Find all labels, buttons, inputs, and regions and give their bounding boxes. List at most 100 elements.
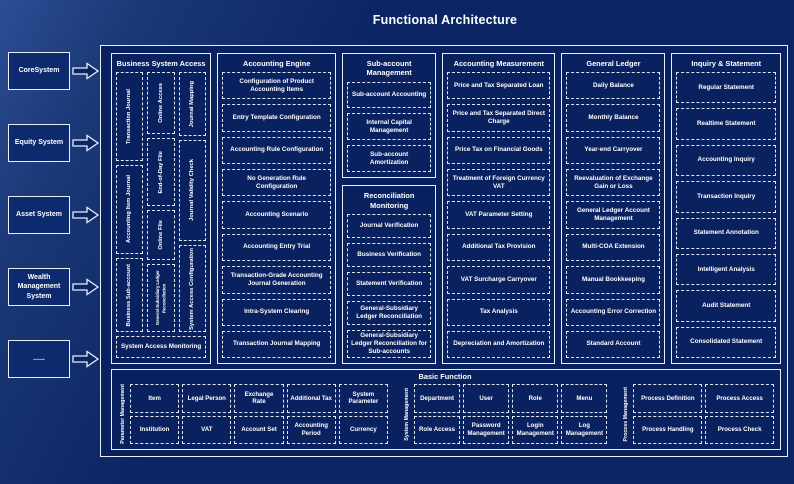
feature-box: Transaction Journal Mapping [222, 330, 332, 359]
feature-box: General-Subsidiary Ledger Reconciliation [147, 264, 175, 333]
feature-box: Tax Analysis [447, 298, 551, 326]
feature-box: Accounting Inquiry [676, 144, 777, 177]
source-system-row: CoreSystem [8, 52, 100, 90]
feature-box: Business Verification [347, 242, 432, 267]
feature-box: Password Management [463, 415, 510, 444]
source-system-wealth: Wealth Management System [8, 268, 70, 306]
feature-box: Regular Statement [676, 72, 777, 104]
feature-box: Standard Account [566, 330, 661, 359]
group-label: Process Management [622, 386, 629, 442]
feature-box: Department [414, 384, 461, 413]
bsa-grid: Transaction Journal Accounting Item Jour… [116, 72, 207, 333]
feature-box: Depreciation and Amortization [447, 330, 551, 359]
items-list: Daily Balance Monthly Balance Year-end C… [566, 72, 661, 359]
basic-function-title: Basic Function [418, 372, 472, 382]
feature-box: Process Access [705, 384, 775, 413]
column-title: Inquiry & Statement [691, 59, 762, 68]
group-label: Parameter Management [119, 384, 126, 444]
items-list: Journal Verification Business Verificati… [347, 213, 432, 359]
feature-box: Role [512, 384, 559, 413]
group-grid: Department User Role Menu Role Access Pa… [414, 384, 608, 444]
feature-box: Accounting Rule Configuration [222, 136, 332, 165]
feature-box: Entry Template Configuration [222, 104, 332, 132]
feature-box: Realtime Statement [676, 108, 777, 140]
feature-box: VAT Surcharge Carryover [447, 266, 551, 294]
feature-box: Consolidated Statement [676, 326, 777, 359]
feature-box: Process Handling [633, 415, 703, 444]
basic-function-panel: Basic Function Parameter Management Item… [111, 369, 781, 450]
column-title: Accounting Measurement [453, 59, 544, 68]
column-title: Business System Access [116, 59, 206, 68]
feature-box: Reevaluation of Exchange Gain or Loss [566, 169, 661, 197]
group-grid: Item Legal Person Exchange Rate Addition… [130, 384, 388, 444]
feature-box: Process Definition [633, 384, 703, 413]
feature-box: Price Tax on Financial Goods [447, 136, 551, 165]
feature-box: Accounting Item Journal [116, 164, 144, 254]
feature-box: Sub-account Amortization [347, 145, 432, 173]
column-sub-account-management: Sub-account Management Sub-account Accou… [342, 53, 437, 179]
group-process-management: Process Management Process Definition Pr… [619, 384, 775, 444]
group-parameter-management: Parameter Management Item Legal Person E… [116, 384, 388, 444]
feature-box: Account Set [234, 415, 284, 444]
source-system-row: Wealth Management System [8, 268, 100, 306]
feature-box: Treatment of Foreign Currency VAT [447, 169, 551, 197]
column-accounting-engine: Accounting Engine Configuration of Produ… [217, 53, 337, 365]
feature-box: Institution [130, 415, 180, 444]
feature-box: Intelligent Analysis [676, 254, 777, 286]
feature-box: Additional Tax [286, 384, 336, 413]
main-panel: Business System Access Transaction Journ… [100, 45, 788, 457]
feature-box: Daily Balance [566, 72, 661, 100]
column-reconciliation-monitoring: Reconciliation Monitoring Journal Verifi… [342, 185, 437, 365]
feature-box: End-of-Day File [147, 138, 175, 207]
feature-box: Accounting Scenario [222, 201, 332, 229]
source-systems-rail: CoreSystem Equity System Asset System We… [8, 52, 100, 378]
feature-box: System Access Configuration [178, 244, 207, 333]
group-grid: Process Definition Process Access Proces… [633, 384, 775, 444]
feature-box: VAT [182, 415, 232, 444]
source-system-others: ...... [8, 340, 70, 378]
column-general-ledger: General Ledger Daily Balance Monthly Bal… [561, 53, 666, 365]
feature-box: Statement Annotation [676, 217, 777, 250]
column-business-system-access: Business System Access Transaction Journ… [111, 53, 212, 365]
feature-box: Exchange Rate [234, 384, 284, 413]
feature-box: User [463, 384, 510, 413]
feature-box: Journal Verification [347, 213, 432, 238]
source-system-asset: Asset System [8, 196, 70, 234]
function-columns: Business System Access Transaction Journ… [111, 53, 782, 365]
feature-box: Business Sub-account [116, 257, 144, 333]
feature-box: Log Management [561, 415, 608, 444]
feature-box: Multi-COA Extension [566, 233, 661, 262]
feature-box: Online Access [147, 72, 175, 135]
group-label: System Management [403, 387, 410, 441]
feature-box: Currency [338, 415, 388, 444]
feature-box: Transaction-Grade Accounting Journal Gen… [222, 266, 332, 294]
bsa-subcolumn-3: Journal Mapping Journal Validity Check S… [178, 72, 207, 333]
feature-box: Transaction Journal [116, 72, 144, 161]
feature-box: Login Management [512, 415, 559, 444]
column-title: Sub-account Management [366, 59, 412, 78]
column-title: General Ledger [586, 59, 641, 68]
feature-box: General-Subsidiary Ledger Reconciliation [347, 300, 432, 325]
arrow-right-icon [72, 350, 100, 368]
feature-box: Journal Validity Check [178, 139, 207, 241]
items-list: Sub-account Accounting Internal Capital … [347, 81, 432, 173]
feature-box: Legal Person [182, 384, 232, 413]
arrow-right-icon [72, 206, 100, 224]
column-inquiry-statement: Inquiry & Statement Regular Statement Re… [671, 53, 782, 365]
feature-box: No Generation Rule Configuration [222, 169, 332, 197]
feature-box: General-Subsidiary Ledger Reconciliation… [347, 329, 432, 359]
feature-box: Internal Capital Management [347, 113, 432, 141]
feature-box: Sub-account Accounting [347, 81, 432, 109]
items-list: Price and Tax Separated Loan Price and T… [447, 72, 551, 359]
source-system-equity: Equity System [8, 124, 70, 162]
feature-box: VAT Parameter Setting [447, 201, 551, 229]
basic-function-groups: Parameter Management Item Legal Person E… [116, 384, 775, 444]
feature-box: Accounting Entry Trial [222, 233, 332, 262]
bsa-subcolumn-2: Online Access End-of-Day File Online Fil… [147, 72, 175, 333]
page-title: Functional Architecture [372, 13, 518, 27]
feature-box: Online File [147, 210, 175, 261]
feature-box: Statement Verification [347, 271, 432, 296]
arrow-right-icon [72, 134, 100, 152]
group-system-management: System Management Department User Role M… [400, 384, 608, 444]
feature-box: Accounting Error Correction [566, 298, 661, 326]
